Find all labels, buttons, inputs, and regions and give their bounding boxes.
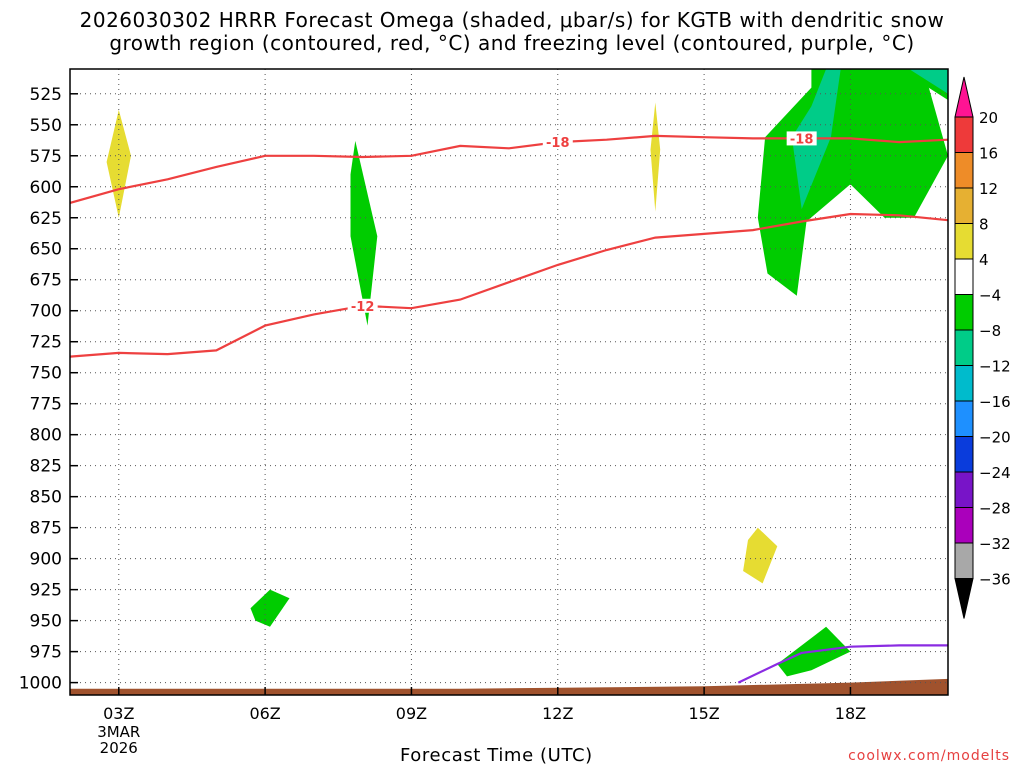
omega-region-2 [350,140,378,326]
y-tick-label: 575 [30,147,62,167]
y-tick-label: 775 [30,395,62,415]
contour-line-freezing [737,644,948,684]
chart-title-line1: 2026030302 HRRR Forecast Omega (shaded, … [79,8,945,32]
y-tick-label: 725 [30,333,62,353]
plot-frame [69,68,949,696]
y-tick-label: 850 [30,488,62,508]
x-tick-label: 12Z [542,704,573,723]
colorbar-label: −12 [979,358,1011,376]
colorbar-swatch [954,365,974,402]
y-tick-label: 925 [30,581,62,601]
y-tick-label: 800 [30,426,62,446]
contour-label-bg [347,298,378,313]
ground-surface [70,678,948,695]
y-tick-label: 950 [30,612,62,632]
y-tick-label: 650 [30,240,62,260]
colorbar-label: −16 [979,393,1011,411]
colorbar-swatch [954,400,974,437]
x-tick-label: 15Z [688,704,719,723]
y-tick-label: 900 [30,550,62,570]
y-tick-label: 750 [30,364,62,384]
y-tick-label: 825 [30,457,62,477]
colorbar-swatch [954,436,974,473]
x-date-label: 2026 [100,739,138,757]
contour-label: -12 [351,300,375,315]
omega-region-5 [757,69,948,296]
colorbar-swatch [954,329,974,366]
y-tick-label: 875 [30,519,62,539]
contour-line--12 [70,212,948,358]
x-date-label: 3MAR [97,723,140,741]
colorbar-top-triangle [954,76,974,118]
contour-label-bg [542,135,573,150]
colorbar-label: −24 [979,464,1011,482]
colorbar-swatch [954,152,974,189]
plot-area: -18 -18 -12 [70,69,948,695]
colorbar-swatch [954,507,974,544]
x-tick-label: 09Z [396,704,427,723]
omega-region-9 [611,360,948,683]
colorbar-label: 12 [979,180,998,198]
colorbar-swatch [954,116,974,153]
colorbar-swatch [954,187,974,224]
colorbar-label: −20 [979,429,1011,447]
colorbar-swatch [954,471,974,508]
omega-region-1 [106,109,131,218]
x-axis-title: Forecast Time (UTC) [400,745,593,766]
omega-region-10 [743,527,778,584]
colorbar-label: −28 [979,500,1011,518]
colorbar-label: −36 [979,571,1011,589]
y-tick-label: 600 [30,178,62,198]
colorbar-swatch [954,294,974,331]
omega-region-14 [118,670,666,687]
omega-region-11 [445,484,509,553]
y-tick-label: 675 [30,271,62,291]
y-tick-label: 550 [30,116,62,136]
contour-label-bg [786,131,817,146]
colorbar-label: 4 [979,251,989,269]
credit-text: coolwx.com/modelts [848,748,1010,764]
y-tick-label: 625 [30,209,62,229]
y-tick-label: 525 [30,85,62,105]
contour-label: -18 [546,136,570,151]
omega-region-13 [250,589,290,627]
chart-title-line2: growth region (contoured, red, °C) and f… [109,31,915,55]
omega-region-4 [650,102,661,212]
x-tick-label: 03Z [103,704,134,723]
colorbar-label: 8 [979,216,989,234]
y-tick-label: 975 [30,643,62,663]
colorbar-label: −4 [979,287,1001,305]
colorbar-label: −32 [979,535,1011,553]
contour-label: -18 [790,132,814,147]
colorbar-label: 20 [979,109,998,127]
omega-region-3 [611,69,690,286]
x-tick-label: 18Z [835,704,866,723]
x-tick-label: 06Z [249,704,280,723]
colorbar-swatch [954,542,974,579]
omega-region-8 [909,69,948,94]
y-tick-label: 700 [30,302,62,322]
colorbar-swatch [954,258,974,295]
y-tick-label: 1000 [19,674,62,694]
colorbar-label: 16 [979,145,998,163]
colorbar-swatch [954,223,974,260]
omega-region-0 [94,69,266,423]
colorbar-label: −8 [979,322,1001,340]
colorbar-bottom-triangle [954,578,974,619]
